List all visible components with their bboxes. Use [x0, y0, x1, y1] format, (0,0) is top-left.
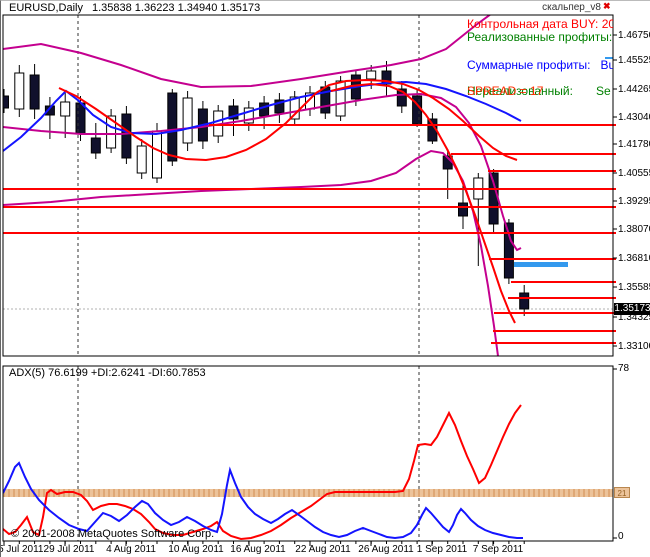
- date-axis-label: 7 Sep 2011: [472, 544, 524, 555]
- minus-di-red: [3, 404, 522, 541]
- candle-body: [335, 80, 346, 117]
- adx-scale-max: 78: [618, 363, 630, 374]
- candle-body: [243, 107, 254, 124]
- price-axis-label: 1.46750: [618, 30, 650, 41]
- candle-body: [274, 99, 285, 114]
- candle-body: [182, 97, 193, 144]
- copyright-text: © 2001-2008 MetaQuotes Software Corp.: [11, 528, 215, 540]
- entry-highlight-bar[interactable]: [514, 262, 568, 267]
- candle-body: [167, 92, 178, 162]
- candle-body: [60, 101, 71, 117]
- candle-body: [228, 105, 239, 120]
- candle-body: [90, 137, 101, 154]
- price-axis-label: 1.34325: [618, 312, 650, 323]
- candle-body: [366, 70, 377, 80]
- date-axis-label: 16 Aug 2011: [230, 544, 286, 555]
- price-axis-label: 1.43040: [618, 112, 650, 123]
- ohlc-values: 1.35838 1.36223 1.34940 1.35173: [91, 2, 261, 14]
- price-axis-label: 1.40555: [618, 168, 650, 179]
- price-axis-label: 1.44265: [618, 84, 650, 95]
- price-axis-label: 1.35585: [618, 282, 650, 293]
- adx-scale-min: 0: [618, 531, 624, 542]
- candle-body: [519, 292, 530, 310]
- ea-spread-text: SPREAD = 17: [467, 84, 544, 98]
- price-axis-label: 1.41780: [618, 139, 650, 150]
- date-axis-label: 25 Jul 2011: [1, 544, 44, 555]
- price-axis-label: 1.39295: [618, 196, 650, 207]
- candle-body: [503, 222, 514, 279]
- symbol-period-label: EURUSD,Daily: [9, 2, 83, 14]
- date-axis-label: 4 Aug 2011: [106, 544, 156, 555]
- ea-unrealized-text: Нереализованный:: [467, 84, 573, 98]
- candle-body: [14, 72, 25, 110]
- candle-body: [381, 70, 392, 85]
- candle-body: [458, 202, 468, 217]
- price-axis-label: 1.45525: [618, 55, 650, 66]
- current-price-badge: 1.35173: [614, 303, 650, 315]
- ea-close-icon[interactable]: ✖: [603, 1, 611, 11]
- date-axis-label: 29 Jul 2011: [43, 544, 95, 555]
- date-axis-label: 1 Sep 2011: [416, 544, 468, 555]
- price-axis-label: 1.38070: [618, 224, 650, 235]
- candle-body: [3, 95, 9, 109]
- bb-lower: [3, 149, 499, 356]
- adx-level-badge: 21: [614, 487, 630, 498]
- candle-body: [106, 115, 117, 149]
- candle-body: [29, 74, 40, 110]
- ea-control-date-text: Контрольная дата BUY: 20: [467, 17, 613, 31]
- candle-body: [396, 88, 407, 107]
- plus-di-blue: [3, 461, 523, 540]
- adx-panel-border: [2, 365, 614, 542]
- ea-name-label: скальпер_v8: [542, 2, 601, 13]
- ma-slow-red-b: [330, 82, 516, 324]
- price-axis-label: 1.36810: [618, 253, 650, 264]
- date-axis-label: 26 Aug 2011: [358, 544, 414, 555]
- ma-slow-red-a: [58, 78, 518, 162]
- candle-body: [44, 105, 55, 116]
- adx-indicator-header: ADX(5) 76.6199 +DI:2.6241 -DI:60.7853: [9, 367, 206, 379]
- price-axis-label: 1.33100: [618, 341, 650, 352]
- date-axis-label: 10 Aug 2011: [168, 544, 224, 555]
- candle-body: [136, 145, 147, 174]
- ea-comment-block: Контрольная дата BUY: 20 Реализованные п…: [4, 16, 613, 356]
- ea-unrealized-tail-text: Se: [596, 84, 611, 98]
- chart-title: EURUSD,Daily 1.35838 1.36223 1.34940 1.35…: [9, 2, 260, 14]
- ea-total-profit-text: Суммарные профиты: Bu: [467, 58, 613, 72]
- candle-body: [121, 113, 132, 159]
- ea-realized-profit-text: Реализованные профиты:: [467, 30, 613, 44]
- candle-body: [289, 96, 300, 120]
- date-axis-label: 22 Aug 2011: [295, 544, 351, 555]
- bb-upper: [3, 15, 492, 89]
- main-panel-border: [2, 14, 614, 357]
